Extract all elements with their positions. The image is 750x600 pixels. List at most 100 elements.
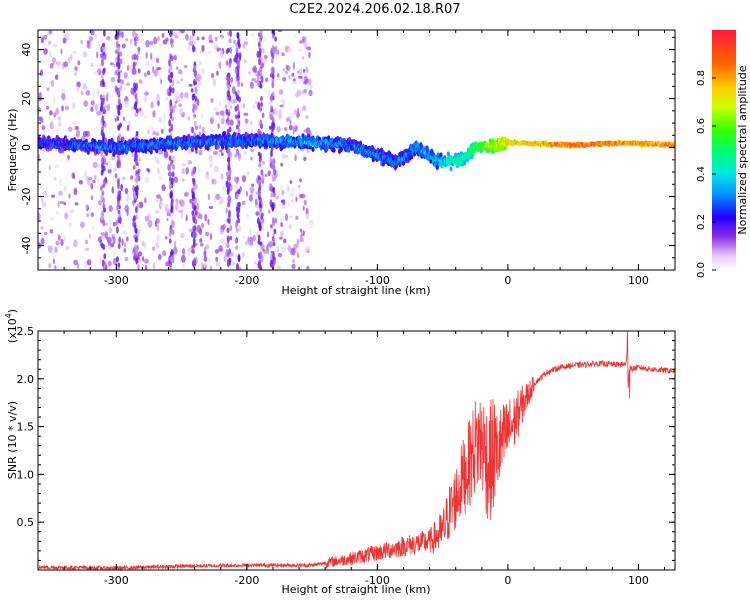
heatmap-cell [132,61,136,69]
heatmap-cell [161,33,165,38]
heatmap-cell [254,198,258,206]
heatmap-cell [100,185,103,191]
heatmap-cell [64,105,69,111]
heatmap-cell [226,176,230,181]
heatmap-cell [270,150,273,157]
heatmap-cell [299,40,303,44]
spectrogram-frame [37,29,676,271]
heatmap-cell [238,42,241,49]
heatmap-cell [245,171,250,176]
heatmap-cell [236,31,240,39]
heatmap-cell [168,232,172,237]
heatmap-cell [112,221,116,227]
heatmap-cell [105,162,109,166]
heatmap-cell [279,104,285,108]
heatmap-cell [246,213,249,218]
heatmap-cell [257,41,261,47]
heatmap-cell [264,142,268,148]
heatmap-cell [302,36,305,44]
heatmap-cell [156,57,159,64]
heatmap-cell [257,217,260,225]
heatmap-cell [171,116,175,122]
heatmap-cell [152,110,156,118]
heatmap-cell [234,114,238,119]
x-tick-label: -200 [234,574,259,587]
heatmap-cell [225,207,229,214]
snr-frame [37,330,676,571]
heatmap-cell [105,222,109,226]
heatmap-cell [303,199,307,206]
heatmap-cell [200,222,205,229]
heatmap-cell [117,87,121,96]
heatmap-cell [64,212,69,220]
heatmap-cell [157,36,160,42]
heatmap-cell [279,202,283,208]
colorbar-tick-label: 0.2 [696,214,707,230]
heatmap-cell [234,54,238,63]
heatmap-cell [135,108,139,114]
heatmap-cell [253,260,257,265]
heatmap-cell [284,127,288,131]
heatmap-cell [295,215,299,220]
heatmap-cell [102,42,106,47]
heatmap-cell [200,113,204,118]
heatmap-cell [259,67,263,76]
heatmap-cell [101,61,104,66]
heatmap-cell [214,249,220,254]
heatmap-cell [182,248,186,255]
heatmap-cell [208,257,211,263]
heatmap-cell [218,201,222,206]
heatmap-cell [300,233,303,239]
heatmap-cell [170,200,174,206]
heatmap-cell [298,47,303,52]
heatmap-cell [68,126,73,132]
heatmap-cell [154,199,159,203]
heatmap-cell [135,173,139,179]
heatmap-cell [449,166,453,172]
heatmap-cell [172,32,178,37]
heatmap-cell [158,43,163,47]
heatmap-cell [274,36,277,42]
heatmap-cell [210,73,215,79]
heatmap-cell [228,257,232,263]
heatmap-cell [216,261,220,267]
heatmap-cell [261,174,265,181]
heatmap-cell [166,211,170,217]
heatmap-cell [235,222,238,229]
heatmap-cell [273,191,276,198]
heatmap-cell [266,247,270,255]
heatmap-cell [272,164,276,173]
heatmap-cell [264,173,268,177]
heatmap-cell [237,63,240,70]
heatmap-cell [144,215,149,222]
heatmap-cell [199,61,202,66]
heatmap-cell [213,106,218,112]
heatmap-cell [103,180,106,186]
heatmap-cell [228,95,232,101]
heatmap-cell [135,214,139,220]
spectrogram-y-label: Frequency (Hz) [6,109,19,192]
heatmap-cell [175,202,179,211]
heatmap-cell [87,179,91,186]
heatmap-cell [41,37,44,44]
heatmap-cell [280,230,284,238]
heatmap-cell [90,30,95,36]
heatmap-cell [236,104,240,111]
heatmap-cell [278,89,284,95]
heatmap-cell [61,92,66,101]
heatmap-cell [220,173,224,180]
heatmap-cell [544,140,548,144]
heatmap-cell [308,51,311,59]
heatmap-cell [168,86,172,92]
heatmap-cell [212,115,215,120]
heatmap-cell [292,258,295,264]
heatmap-cell [128,65,132,70]
heatmap-cell [73,239,78,248]
heatmap-cell [187,249,192,256]
heatmap-cell [40,237,45,245]
heatmap-cell [54,164,60,169]
heatmap-cell [68,221,72,228]
heatmap-cell [226,252,230,258]
heatmap-cell [121,136,125,142]
heatmap-cell [271,73,275,79]
